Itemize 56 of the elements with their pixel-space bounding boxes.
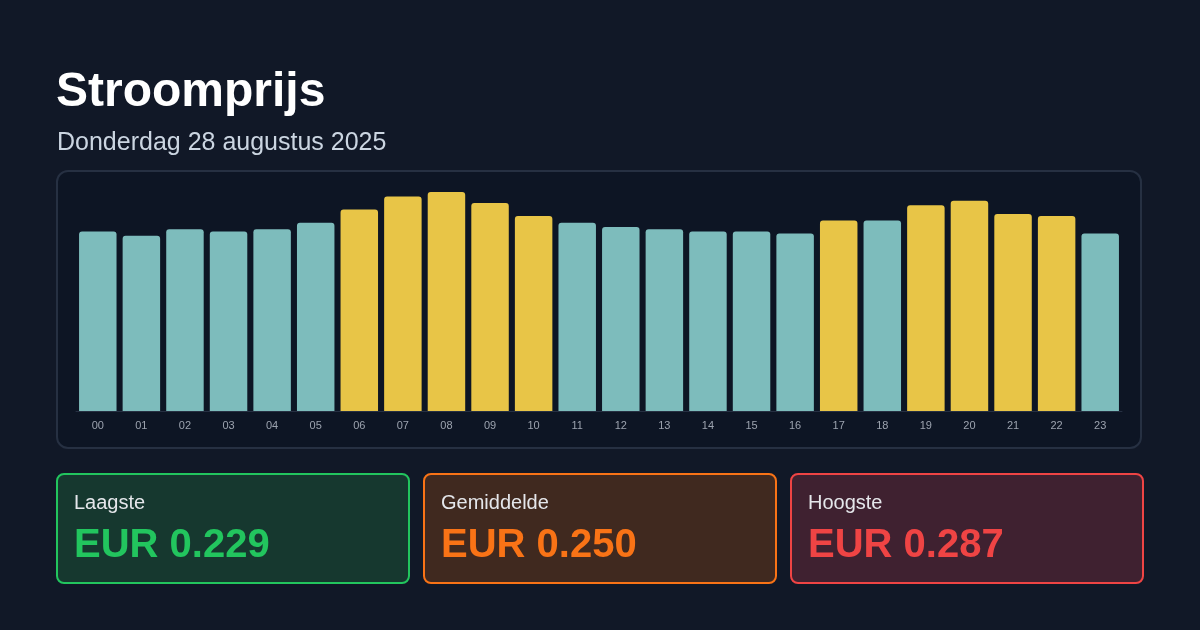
bar bbox=[166, 229, 204, 411]
x-tick-label: 16 bbox=[789, 418, 802, 431]
text: Laagste bbox=[74, 491, 146, 514]
x-tick-label: 13 bbox=[658, 418, 671, 431]
chart-subtitle: Donderdag 28 augustus 2025 bbox=[57, 127, 387, 156]
bar bbox=[384, 196, 422, 411]
bar bbox=[819, 220, 858, 411]
bar bbox=[340, 209, 379, 411]
bar bbox=[907, 205, 945, 411]
bar bbox=[689, 231, 727, 411]
text: EUR 0.250 bbox=[441, 521, 637, 566]
bar bbox=[296, 222, 335, 411]
bar bbox=[209, 231, 248, 411]
x-tick-label: 21 bbox=[1006, 418, 1020, 431]
x-tick-label: 14 bbox=[701, 418, 715, 431]
x-tick-label: 23 bbox=[1094, 418, 1107, 431]
bar bbox=[732, 231, 771, 411]
bar bbox=[950, 200, 989, 411]
x-tick-label: 02 bbox=[178, 418, 192, 431]
x-tick-label: 17 bbox=[832, 418, 845, 431]
bar bbox=[427, 192, 466, 411]
x-tick-label: 08 bbox=[440, 418, 453, 431]
bar bbox=[253, 229, 291, 411]
x-tick-label: 00 bbox=[91, 418, 104, 431]
text: Hoogste bbox=[808, 491, 883, 514]
x-tick-label: 09 bbox=[483, 418, 497, 431]
x-tick-label: 15 bbox=[745, 418, 758, 431]
x-tick-label: 22 bbox=[1050, 418, 1063, 431]
text: EUR 0.287 bbox=[808, 521, 1004, 566]
text: EUR 0.229 bbox=[74, 521, 270, 566]
bar bbox=[994, 213, 1032, 411]
x-tick-label: 06 bbox=[353, 418, 366, 431]
x-tick-label: 04 bbox=[266, 418, 279, 431]
bar bbox=[863, 220, 902, 411]
x-tick-label: 19 bbox=[919, 418, 932, 431]
bar bbox=[1081, 233, 1119, 411]
x-tick-label: 05 bbox=[309, 418, 322, 431]
bar bbox=[471, 202, 509, 411]
x-tick-label: 01 bbox=[135, 418, 148, 431]
bar bbox=[602, 227, 640, 411]
x-tick-label: 10 bbox=[527, 418, 540, 431]
x-tick-label: 03 bbox=[222, 418, 235, 431]
x-tick-label: 11 bbox=[571, 418, 583, 431]
x-tick-label: 18 bbox=[876, 418, 889, 431]
x-tick-label: 20 bbox=[963, 418, 976, 431]
text: Gemiddelde bbox=[441, 491, 549, 514]
bar bbox=[776, 233, 814, 411]
bar bbox=[1037, 216, 1076, 411]
x-tick-label: 07 bbox=[396, 418, 409, 431]
x-tick-label: 12 bbox=[614, 418, 627, 431]
chart-title: Stroomprijs bbox=[56, 62, 326, 117]
bar bbox=[645, 229, 684, 411]
bar bbox=[558, 222, 596, 411]
bar bbox=[79, 231, 117, 411]
bar bbox=[514, 216, 553, 411]
bar bbox=[122, 235, 161, 411]
